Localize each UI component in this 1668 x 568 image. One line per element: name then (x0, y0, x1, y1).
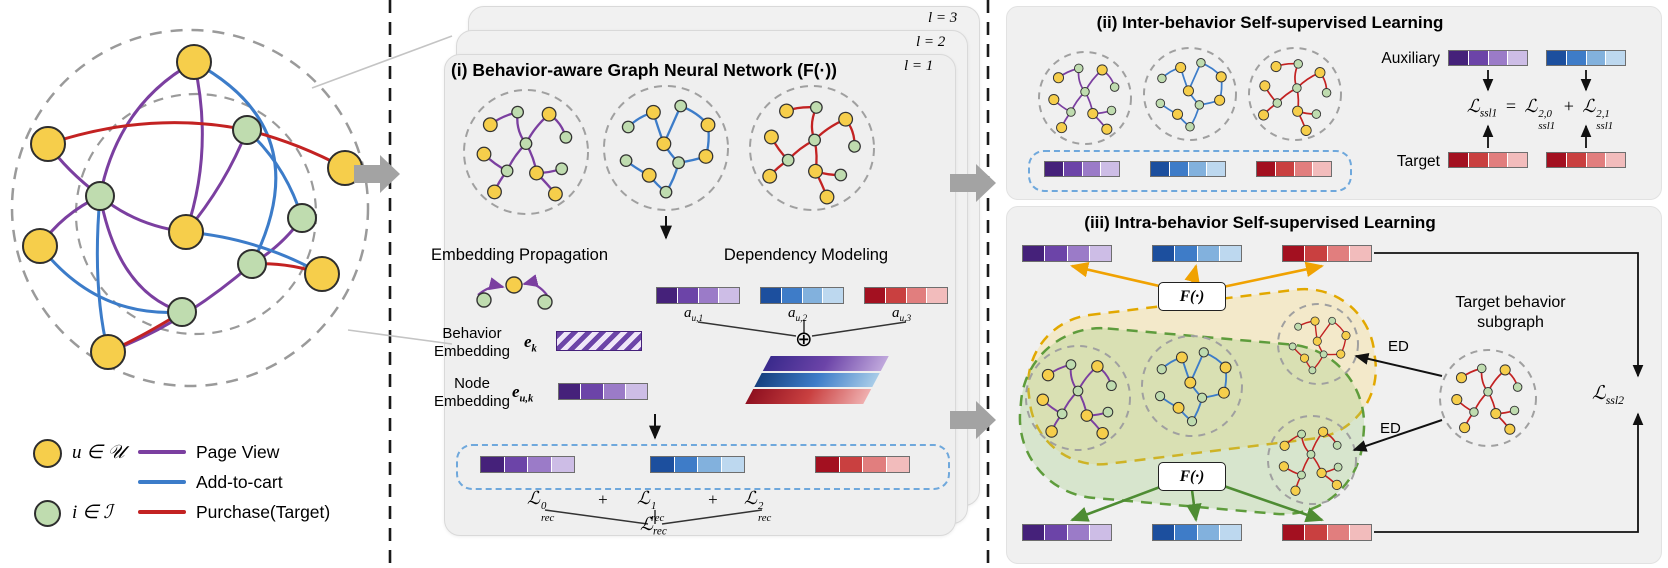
layer-label-2: l = 2 (916, 34, 946, 50)
concat-bar-purchase (815, 456, 910, 473)
behavior-embedding-label-2: Embedding (434, 343, 510, 360)
add-to-cart-line-swatch (138, 480, 186, 484)
ssl1-equation: ℒssl1 = ℒ 2,0 ssl1 + ℒ 2,1 ssl1 (1466, 96, 1614, 133)
edge-dropout-arrows (1352, 352, 1443, 452)
zoom-wedge-lines (311, 35, 453, 345)
layer-label-3: l = 3 (928, 10, 958, 26)
edge-dropout-label-1: ED (1388, 338, 1409, 355)
loss-plus-2: + (707, 490, 719, 509)
legend-user-label: u ∈ 𝒰 (72, 442, 125, 463)
target-subgraph-label-2: subgraph (1477, 314, 1544, 331)
edge-dropout-label-2: ED (1380, 420, 1401, 437)
inter-bar-cart (1150, 161, 1226, 177)
page-view-line-swatch (138, 450, 186, 454)
dependency-modeling-label: Dependency Modeling (723, 246, 889, 264)
embedding-propagation-label: Embedding Propagation (430, 246, 609, 264)
auxiliary-bar-pageview (1448, 50, 1528, 66)
intra-top-arrows (1069, 261, 1325, 290)
legend-item-label: i ∈ ℐ (72, 502, 113, 523)
gnn-title: (i) Behavior-aware Graph Neural Network … (450, 60, 838, 80)
gnn-flow-arrows (649, 216, 672, 440)
intra-top-bar-cart (1152, 245, 1242, 262)
section-separators (388, 0, 990, 568)
attention-bar-cart (760, 287, 844, 304)
intra-bottom-arrows (1070, 482, 1324, 523)
inter-embedding-box (1028, 150, 1352, 192)
flow-arrow-left-to-gnn (354, 155, 400, 193)
f-label-top: F(·) (1179, 287, 1205, 305)
intra-behavior-title: (iii) Intra-behavior Self-supervised Lea… (1084, 213, 1436, 232)
attention-bar-purchase (864, 287, 948, 304)
loss-rec-1: ℒ 1 rec (637, 488, 665, 525)
layer-label-1: l = 1 (904, 58, 934, 74)
behavior-embedding-label-1: Behavior (442, 325, 502, 342)
intra-bottom-bar-purchase (1282, 524, 1372, 541)
attention-coef-1: au,1 (684, 305, 704, 324)
legend-purchase: Purchase(Target) (196, 502, 331, 522)
legend-page-view: Page View (196, 442, 280, 462)
loss-plus-1: + (597, 490, 609, 509)
loss-rec-2: ℒ 2 rec (744, 488, 772, 525)
attention-bar-pageview (656, 287, 740, 304)
behavior-embedding-symbol: ek (524, 332, 537, 355)
node-embedding-label-1: Node (454, 375, 490, 392)
concat-embedding-box (456, 444, 950, 490)
graph-nodes (22, 44, 363, 370)
intra-top-bar-pageview (1022, 245, 1112, 262)
auxiliary-label: Auxiliary (1381, 50, 1440, 67)
node-embedding-label-2: Embedding (434, 393, 510, 410)
flow-arrow-gnn-to-inter (950, 164, 996, 202)
behavior-subgraph-circles (463, 85, 875, 215)
node-embedding-symbol: eu,k (512, 382, 534, 405)
flow-arrow-gnn-to-intra (950, 401, 996, 439)
intra-behavior-circles (1025, 303, 1537, 505)
inter-bar-pageview (1044, 161, 1120, 177)
purchase-line-swatch (138, 510, 186, 514)
target-bar-2 (1546, 152, 1626, 168)
attention-coef-2: au,2 (788, 305, 808, 324)
f-function-box-top: F(·) (1158, 282, 1226, 311)
inter-bar-purchase (1256, 161, 1332, 177)
f-label-bottom: F(·) (1179, 467, 1205, 485)
behavior-embedding-swatch (556, 331, 642, 351)
ssl1-arrows (1482, 70, 1592, 148)
loss-rec-total: ℒrec (640, 514, 667, 538)
user-node-swatch (33, 439, 62, 468)
embedding-propagation-illustration (476, 274, 553, 310)
auxiliary-bar-cart (1546, 50, 1626, 66)
intra-top-bar-purchase (1282, 245, 1372, 262)
f-function-box-bottom: F(·) (1158, 462, 1226, 491)
concat-bar-pageview (480, 456, 575, 473)
target-subgraph-label-1: Target behavior (1455, 294, 1566, 311)
item-node-swatch (34, 500, 61, 527)
node-embedding-bar (558, 383, 648, 400)
intra-bottom-bar-pageview (1022, 524, 1112, 541)
inter-behavior-title: (ii) Inter-behavior Self-supervised Lear… (1096, 13, 1444, 32)
legend-add-to-cart: Add-to-cart (196, 472, 283, 492)
loss-ssl2: ℒssl2 (1592, 383, 1624, 407)
multiplex-graph (10, 28, 370, 388)
target-bar-1 (1448, 152, 1528, 168)
loss-merge-lines (544, 509, 763, 525)
concat-bar-cart (650, 456, 745, 473)
attention-coef-3: au,3 (892, 305, 912, 324)
intra-bottom-bar-cart (1152, 524, 1242, 541)
ssl2-connector-lines (1374, 252, 1644, 533)
loss-rec-0: ℒ 0 rec (527, 488, 555, 525)
oplus-symbol: ⊕ (795, 327, 813, 351)
inter-behavior-circles (1038, 47, 1342, 145)
attention-merge-lines (697, 320, 907, 337)
target-label: Target (1396, 153, 1440, 170)
